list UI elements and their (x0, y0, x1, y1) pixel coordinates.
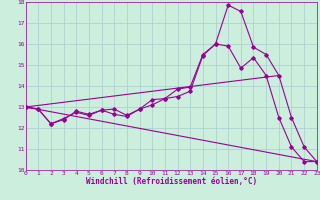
X-axis label: Windchill (Refroidissement éolien,°C): Windchill (Refroidissement éolien,°C) (86, 177, 257, 186)
